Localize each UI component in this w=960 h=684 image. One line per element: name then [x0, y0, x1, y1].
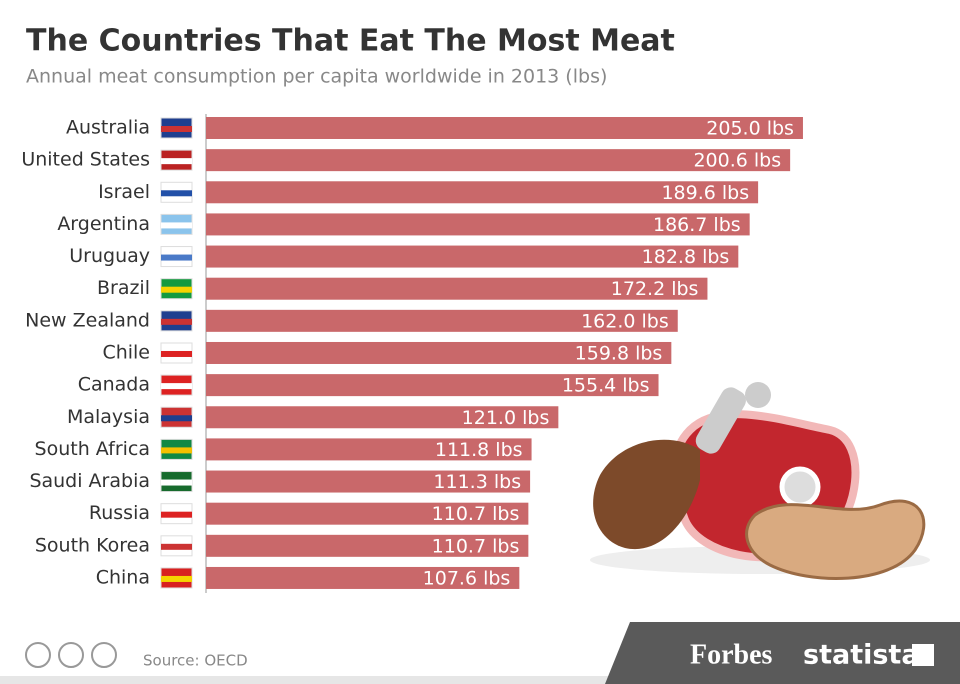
- category-label: Chile: [102, 341, 150, 363]
- value-label: 159.8 lbs: [575, 342, 663, 364]
- flag-detail: [161, 447, 192, 454]
- category-label: Canada: [78, 374, 150, 396]
- value-label: 200.6 lbs: [693, 150, 781, 172]
- flag-detail: [161, 511, 192, 518]
- bar: [206, 406, 559, 429]
- bar: [206, 341, 672, 364]
- category-label: Brazil: [97, 277, 150, 299]
- value-label: 107.6 lbs: [423, 567, 511, 589]
- flag-detail: [161, 222, 192, 229]
- bar: [206, 534, 529, 557]
- bar: [206, 470, 531, 493]
- bar: [206, 117, 803, 139]
- bar: [206, 502, 529, 525]
- value-label: 186.7 lbs: [653, 214, 741, 236]
- value-label: 111.3 lbs: [433, 471, 521, 493]
- value-label: 205.0 lbs: [706, 118, 794, 140]
- flag-detail: [161, 543, 192, 550]
- category-label: United States: [21, 149, 150, 171]
- bar: [206, 374, 659, 397]
- flag-detail: [161, 190, 192, 197]
- flag-detail: [161, 479, 192, 486]
- bar: [206, 277, 708, 300]
- bar: [206, 245, 739, 268]
- category-label: Uruguay: [69, 245, 150, 267]
- footer-brand-bg: [605, 622, 960, 684]
- category-label: South Korea: [35, 534, 150, 556]
- flag-detail: [161, 383, 192, 390]
- category-label: Malaysia: [67, 406, 150, 428]
- value-label: 111.8 lbs: [435, 439, 523, 461]
- bar: [206, 566, 520, 589]
- statista-logo: [912, 644, 934, 666]
- brand-forbes: Forbes: [690, 639, 773, 670]
- bar: [206, 438, 532, 461]
- category-label: Australia: [66, 117, 150, 139]
- chart-title: The Countries That Eat The Most Meat: [26, 24, 675, 59]
- category-label: Argentina: [57, 213, 150, 235]
- value-label: 182.8 lbs: [642, 246, 730, 268]
- category-label: Saudi Arabia: [29, 470, 150, 492]
- flag-detail: [161, 415, 192, 422]
- license-icons: [25, 642, 117, 668]
- bar: [206, 149, 791, 172]
- flag-detail: [161, 318, 192, 325]
- value-label: 110.7 lbs: [432, 535, 520, 557]
- brand-statista: statista: [803, 640, 920, 671]
- category-label: Russia: [89, 502, 150, 524]
- flag-detail: [161, 286, 192, 293]
- bar: [206, 213, 750, 236]
- flag-detail: [161, 126, 192, 132]
- value-label: 110.7 lbs: [432, 503, 520, 525]
- category-label: China: [96, 566, 150, 588]
- chart-subtitle: Annual meat consumption per capita world…: [26, 66, 607, 88]
- flag-detail: [161, 350, 192, 357]
- value-label: 155.4 lbs: [562, 375, 650, 397]
- source: Source: OECD: [143, 652, 248, 670]
- category-label: Israel: [98, 181, 150, 203]
- bar: [206, 181, 759, 204]
- bar: [206, 309, 678, 332]
- flag-detail: [161, 575, 192, 582]
- flag-detail: [161, 158, 192, 165]
- category-label: New Zealand: [25, 309, 150, 331]
- flag-detail: [161, 254, 192, 261]
- value-label: 162.0 lbs: [581, 310, 669, 332]
- value-label: 121.0 lbs: [462, 407, 550, 429]
- value-label: 189.6 lbs: [661, 182, 749, 204]
- category-label: South Africa: [35, 438, 150, 460]
- footer-band: [0, 676, 960, 684]
- meat-illustration: [590, 382, 930, 580]
- value-label: 172.2 lbs: [611, 278, 699, 300]
